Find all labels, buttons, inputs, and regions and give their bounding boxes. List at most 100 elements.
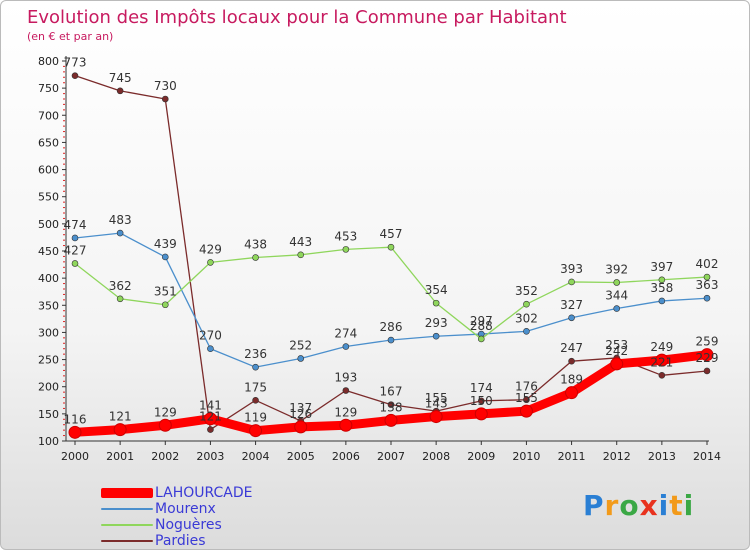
y-tick-label: 350: [38, 299, 59, 312]
data-label: 773: [64, 56, 87, 70]
data-label: 126: [289, 407, 312, 421]
x-tick-label: 2014: [693, 450, 721, 463]
logo-letter: r: [604, 489, 620, 522]
y-tick-label: 400: [38, 272, 59, 285]
data-point: [658, 276, 666, 284]
data-label: 293: [425, 316, 448, 330]
data-point: [565, 386, 579, 400]
data-point: [610, 357, 624, 371]
data-point: [523, 328, 530, 335]
data-point: [249, 424, 263, 438]
logo-letter: i: [658, 489, 670, 522]
data-point: [474, 407, 488, 421]
data-point: [113, 423, 127, 437]
y-tick-label: 100: [38, 435, 59, 448]
data-label: 236: [244, 347, 267, 361]
data-label: 363: [696, 278, 719, 292]
data-label: 270: [199, 329, 222, 343]
logo-letter: i: [683, 489, 695, 522]
data-label: 439: [154, 237, 177, 251]
data-label: 129: [154, 405, 177, 419]
data-point: [655, 353, 669, 367]
data-label: 253: [605, 338, 628, 352]
data-point: [700, 348, 714, 362]
data-label: 354: [425, 283, 448, 297]
x-tick-label: 2004: [242, 450, 270, 463]
data-label: 116: [64, 412, 87, 426]
logo-letter: t: [669, 489, 684, 522]
data-point: [613, 305, 621, 312]
data-label: 193: [334, 371, 357, 385]
data-point: [658, 297, 666, 305]
data-label: 427: [64, 243, 87, 257]
data-label: 327: [560, 298, 583, 312]
data-point: [703, 367, 711, 375]
data-label: 150: [470, 394, 493, 408]
data-point: [294, 420, 308, 434]
data-point: [568, 357, 575, 365]
data-label: 252: [289, 338, 312, 352]
legend-swatch: [101, 508, 153, 510]
y-tick-label: 450: [38, 245, 59, 258]
data-label: 351: [154, 285, 177, 299]
data-label: 229: [696, 351, 719, 365]
data-point: [658, 372, 666, 379]
data-label: 274: [334, 327, 357, 341]
x-tick-label: 2001: [106, 450, 134, 463]
data-point: [207, 259, 214, 266]
data-label: 176: [515, 380, 538, 394]
data-label: 155: [515, 391, 538, 405]
data-label: 138: [380, 400, 403, 414]
x-tick-label: 2007: [377, 450, 405, 463]
data-point: [432, 332, 440, 340]
data-point: [116, 229, 124, 237]
data-label: 242: [605, 344, 628, 358]
data-label: 483: [109, 213, 132, 227]
x-tick-label: 2010: [512, 450, 540, 463]
legend-item: Pardies: [101, 533, 253, 549]
data-label: 221: [650, 355, 673, 369]
x-tick-label: 2003: [196, 450, 224, 463]
y-tick-label: 300: [38, 326, 59, 339]
data-point: [339, 418, 353, 432]
data-point: [387, 243, 395, 251]
data-label: 745: [109, 71, 132, 85]
data-label: 457: [380, 227, 403, 241]
chart-subtitle: (en € et par an): [27, 30, 114, 43]
data-point: [297, 355, 305, 362]
x-tick-label: 2009: [467, 450, 495, 463]
data-label: 344: [605, 289, 628, 303]
x-tick-label: 2008: [422, 450, 450, 463]
y-tick-label: 150: [38, 408, 59, 421]
data-point: [161, 301, 169, 309]
data-point: [477, 335, 485, 343]
data-label: 474: [64, 218, 87, 232]
data-point: [387, 401, 395, 408]
data-label: 155: [425, 391, 448, 405]
data-point: [519, 404, 533, 418]
x-tick-label: 2000: [61, 450, 89, 463]
y-tick-label: 550: [38, 191, 59, 204]
data-point: [342, 246, 350, 253]
logo-letter: x: [639, 489, 659, 522]
data-point: [116, 295, 124, 303]
data-point: [71, 260, 79, 267]
data-point: [116, 87, 124, 95]
data-point: [429, 410, 443, 424]
data-label: 143: [425, 397, 448, 411]
data-label: 129: [334, 405, 357, 419]
data-point: [432, 299, 440, 307]
series-line-pardies: [74, 75, 708, 431]
data-point: [161, 95, 169, 103]
data-point: [207, 426, 214, 433]
data-point: [703, 273, 711, 281]
data-point: [477, 397, 485, 405]
logo-letter: o: [619, 489, 640, 522]
data-point: [252, 254, 259, 261]
legend-item: LAHOURCADE: [101, 485, 253, 501]
data-label: 121: [199, 410, 222, 424]
legend-label: Mourenx: [155, 501, 216, 517]
x-tick-label: 2011: [558, 450, 586, 463]
